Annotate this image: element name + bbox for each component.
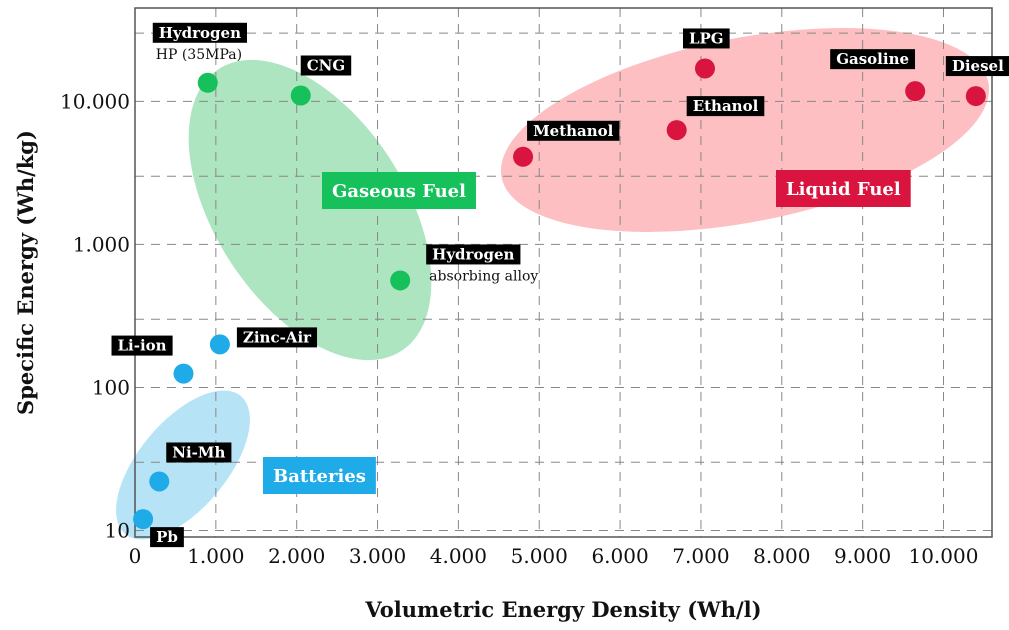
x-tick-label: 10.000 (908, 544, 978, 568)
y-axis: 10 100 1.000 10.000 (60, 89, 130, 542)
data-point (965, 86, 986, 107)
data-point (173, 363, 194, 384)
x-axis-title: Volumetric Energy Density (Wh/l) (364, 597, 761, 622)
x-tick-label: 9.000 (834, 544, 891, 568)
point-label: Hydrogen (159, 24, 241, 42)
point-label-background (527, 120, 620, 141)
y-tick-label: 10.000 (60, 89, 130, 113)
point-label-background (166, 442, 232, 463)
point-label: Li-ion (118, 337, 167, 355)
point-sublabel: HP (35MPa) (156, 47, 242, 63)
x-tick-label: 2.000 (268, 544, 325, 568)
region-batteries (116, 390, 250, 540)
group-label-background (263, 457, 376, 494)
point-label-background (426, 244, 521, 265)
point-label: LPG (689, 29, 724, 47)
point-label: Methanol (533, 122, 614, 140)
group-label: Batteries (273, 466, 366, 487)
data-point (290, 85, 311, 106)
x-tick-label: 8.000 (753, 544, 810, 568)
point-label-background (945, 56, 1009, 77)
point-label-background (682, 28, 730, 49)
y-axis-title: Specific Energy (Wh/kg) (13, 130, 38, 415)
point-label: Gasoline (836, 50, 909, 68)
x-tick-label: 0 (129, 544, 142, 568)
point-label-background (111, 335, 173, 356)
data-point (149, 471, 170, 492)
point-label: Hydrogen (432, 245, 514, 263)
group-label-background (322, 172, 476, 209)
point-label-background (686, 96, 765, 117)
point-label-background (236, 327, 318, 348)
data-point (666, 120, 687, 141)
group-label: Liquid Fuel (786, 179, 901, 200)
group-label-background (776, 170, 911, 207)
point-label: Ethanol (693, 97, 759, 115)
plot-frame (134, 7, 993, 538)
data-points: Hydrogen HP (35MPa) CNG Hydrogen absorbing a… (111, 22, 1009, 548)
group-label: Gaseous Fuel (332, 181, 466, 202)
data-point (905, 81, 926, 102)
y-tick-label: 1.000 (73, 232, 130, 256)
point-label-background (150, 527, 184, 548)
data-point (133, 509, 154, 530)
x-tick-label: 7.000 (672, 544, 729, 568)
x-tick-label: 1.000 (187, 544, 244, 568)
data-point (197, 72, 218, 93)
point-label: Zinc-Air (243, 328, 312, 346)
data-point (694, 58, 715, 79)
point-label: Ni-Mh (172, 443, 225, 461)
point-label: Pb (156, 528, 178, 546)
point-label: CNG (307, 56, 345, 74)
data-point (513, 146, 534, 167)
x-tick-label: 4.000 (430, 544, 487, 568)
point-label-background (830, 49, 916, 70)
point-label-background (152, 22, 247, 43)
point-sublabel: absorbing alloy (429, 268, 538, 284)
data-point (390, 270, 411, 291)
group-labels: Batteries Gaseous Fuel Liquid Fuel (263, 170, 911, 494)
x-tick-label: 5.000 (511, 544, 568, 568)
data-point (209, 334, 230, 355)
point-label-background (300, 55, 352, 76)
x-tick-label: 3.000 (349, 544, 406, 568)
x-axis: 0 1.000 2.000 3.000 4.000 5.000 6.000 7.000 8.00… (129, 544, 979, 568)
y-tick-label: 100 (92, 375, 130, 399)
y-tick-label: 10 (105, 518, 130, 542)
x-tick-label: 6.000 (591, 544, 648, 568)
group-regions (116, 28, 990, 540)
region-gaseous-fuel (188, 59, 432, 361)
point-label: Diesel (952, 57, 1004, 75)
